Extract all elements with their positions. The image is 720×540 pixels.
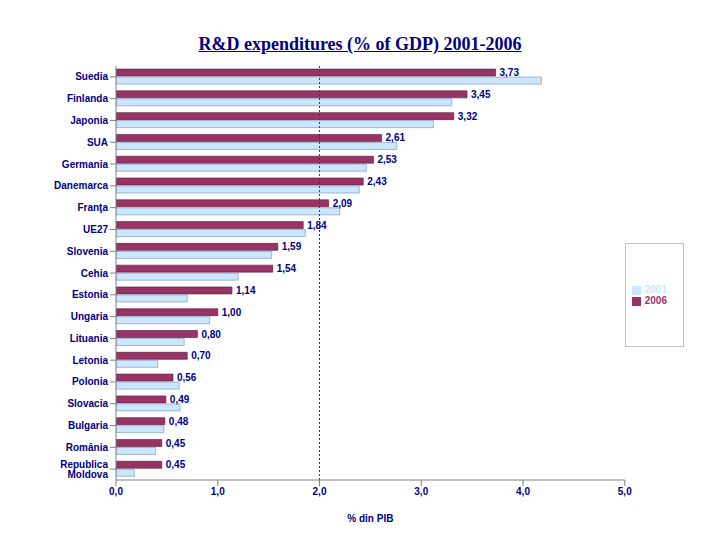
svg-text:3,45: 3,45 bbox=[471, 89, 491, 100]
svg-text:0,70: 0,70 bbox=[191, 350, 211, 361]
svg-text:1,54: 1,54 bbox=[277, 263, 297, 274]
svg-text:2,61: 2,61 bbox=[386, 132, 406, 143]
svg-text:0,0: 0,0 bbox=[109, 486, 123, 497]
svg-text:0,49: 0,49 bbox=[170, 394, 190, 405]
svg-text:Slovenia: Slovenia bbox=[67, 246, 109, 257]
svg-text:Cehia: Cehia bbox=[81, 268, 109, 279]
svg-text:2,43: 2,43 bbox=[367, 176, 387, 187]
svg-text:3,0: 3,0 bbox=[414, 486, 428, 497]
svg-text:Letonia: Letonia bbox=[72, 355, 108, 366]
svg-text:Franţa: Franţa bbox=[77, 202, 108, 213]
svg-text:SUA: SUA bbox=[87, 137, 108, 148]
svg-text:Germania: Germania bbox=[62, 159, 109, 170]
svg-text:1,0: 1,0 bbox=[211, 486, 225, 497]
svg-text:4,0: 4,0 bbox=[516, 486, 530, 497]
svg-text:Suedia: Suedia bbox=[75, 71, 108, 82]
svg-text:2,53: 2,53 bbox=[377, 154, 397, 165]
svg-text:0,45: 0,45 bbox=[166, 459, 186, 470]
svg-text:Ungaria: Ungaria bbox=[71, 311, 109, 322]
svg-text:Polonia: Polonia bbox=[72, 376, 109, 387]
svg-text:2,09: 2,09 bbox=[333, 198, 353, 209]
html-text:2006: 2006 bbox=[644, 295, 667, 306]
svg-text:3,73: 3,73 bbox=[500, 67, 520, 78]
svg-text:Slovacia: Slovacia bbox=[67, 398, 108, 409]
svg-text:0,48: 0,48 bbox=[169, 416, 189, 427]
svg-text:Finlanda: Finlanda bbox=[67, 93, 109, 104]
svg-text:5,0: 5,0 bbox=[618, 486, 632, 497]
svg-text:1,84: 1,84 bbox=[307, 220, 327, 231]
svg-text:Danemarca: Danemarca bbox=[54, 180, 108, 191]
svg-text:0,80: 0,80 bbox=[201, 329, 221, 340]
svg-text:România: România bbox=[66, 442, 109, 453]
svg-text:UE27: UE27 bbox=[83, 224, 108, 235]
svg-text:1,59: 1,59 bbox=[282, 241, 302, 252]
svg-text:Estonia: Estonia bbox=[72, 289, 109, 300]
html-text:R&D expenditures (% of GDP) 20: R&D expenditures (% of GDP) 2001-2006 bbox=[198, 34, 522, 54]
svg-text:% din PIB: % din PIB bbox=[347, 513, 393, 524]
svg-text:0,56: 0,56 bbox=[177, 372, 197, 383]
html-text:2001: 2001 bbox=[644, 284, 667, 295]
svg-text:Lituania: Lituania bbox=[70, 333, 109, 344]
svg-text:Bulgaria: Bulgaria bbox=[68, 420, 108, 431]
svg-text:0,45: 0,45 bbox=[166, 438, 186, 449]
svg-text:3,32: 3,32 bbox=[458, 111, 478, 122]
svg-text:2,0: 2,0 bbox=[313, 486, 327, 497]
svg-text:1,00: 1,00 bbox=[222, 307, 242, 318]
svg-text:1,14: 1,14 bbox=[236, 285, 256, 296]
svg-text:RepublicaMoldova: RepublicaMoldova bbox=[60, 459, 108, 480]
svg-text:Japonia: Japonia bbox=[70, 115, 108, 126]
